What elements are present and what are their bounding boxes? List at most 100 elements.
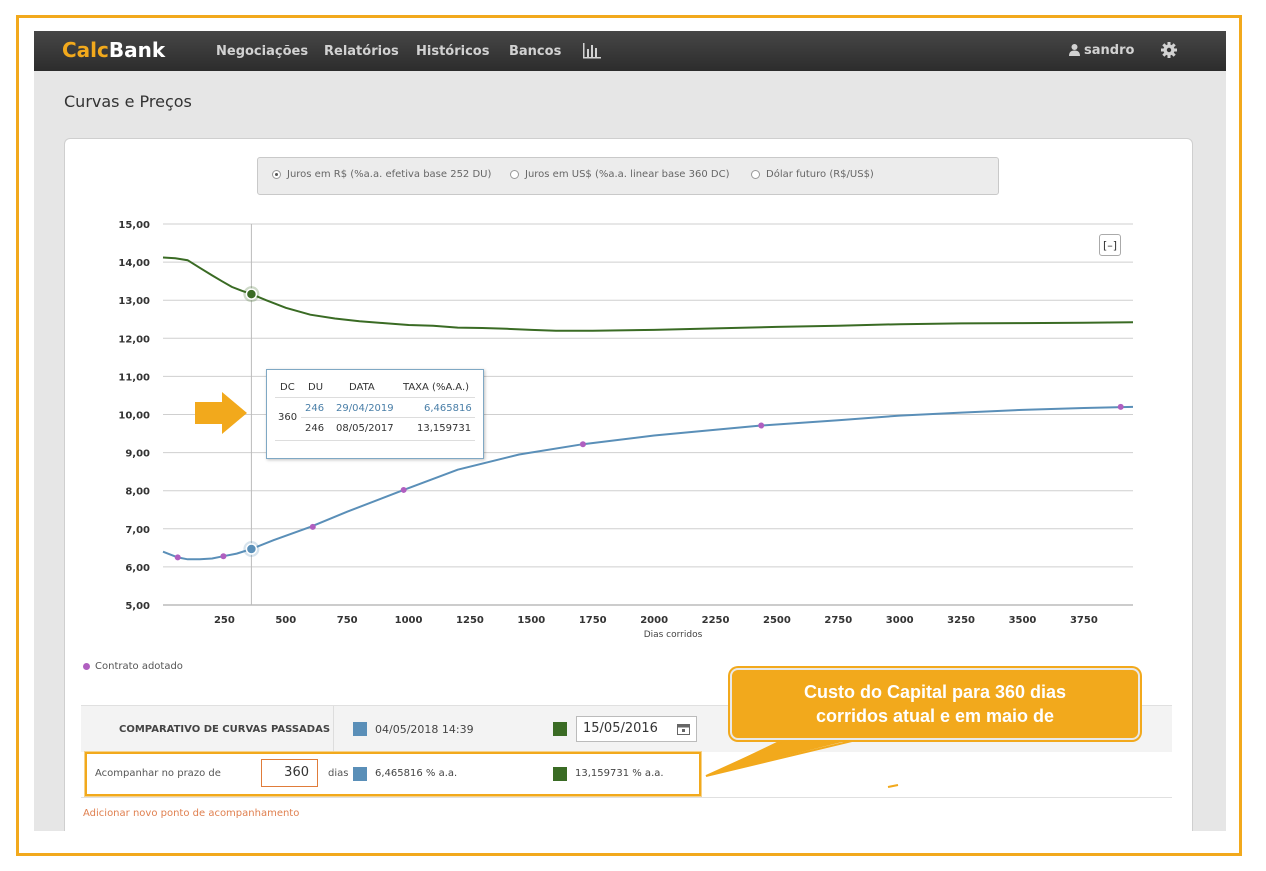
current-curve-swatch [353,767,367,781]
add-tracking-point-link[interactable]: Adicionar novo ponto de acompanhamento [83,808,300,819]
annotation-frame [16,15,1242,856]
x-tick-label: 3500 [1009,615,1037,626]
radio-dolar-futuro[interactable]: Dólar futuro (R$/US$) [751,169,874,180]
y-tick-label: 9,00 [125,449,150,460]
x-tick-label: 750 [337,615,358,626]
radio-selected-icon [272,170,281,179]
tracking-label: Acompanhar no prazo de [95,768,221,779]
yield-curve-chart[interactable]: 15,00 14,00 13,00 12,00 11,00 10,00 9,00 8,00 7,… [65,139,1192,659]
x-tick-label: 1000 [395,615,423,626]
collapse-chart-button[interactable]: [–] [1099,234,1121,256]
nav-relatorios[interactable]: Relatórios [324,44,399,59]
brand-calc: Calc [62,38,109,62]
tracking-highlight-box [85,752,701,796]
contract-point [579,441,586,448]
y-tick-label: 14,00 [118,258,150,269]
nav-bancos[interactable]: Bancos [509,44,562,59]
days-input[interactable]: 360 [261,759,318,787]
callout-line-1: Custo do Capital para 360 dias [803,682,1067,702]
x-tick-label: 1500 [517,615,545,626]
bar-chart-icon[interactable] [582,41,602,59]
contract-point [1117,403,1124,410]
tracking-row: Acompanhar no prazo de 360 dias 6,465816… [81,751,1172,798]
y-tick-label: 12,00 [118,334,150,345]
calendar-icon[interactable] [677,723,690,735]
callout-line-2: corridos atual e em maio de [815,706,1055,726]
x-tick-label: 1750 [579,615,607,626]
x-tick-label: 250 [214,615,235,626]
radio-juros-usd[interactable]: Juros em US$ (%a.a. linear base 360 DC) [510,169,730,180]
y-tick-label: 10,00 [118,411,150,422]
legend-dot-icon [83,663,90,670]
hover-marker [245,543,258,555]
radio-label: Dólar futuro (R$/US$) [766,169,874,180]
user-icon [1069,44,1080,56]
legend-label: Contrato adotado [95,661,183,672]
page-title: Curvas e Preços [64,92,192,111]
x-tick-label: 3000 [886,615,914,626]
x-tick-label: 2000 [640,615,668,626]
brand-bank: Bank [108,38,166,62]
tooltip-taxa: 6,465816 [424,403,472,414]
divider [333,706,334,752]
current-curve-date: 04/05/2018 14:39 [375,723,474,736]
past-date-input[interactable]: 15/05/2016 [576,716,697,742]
x-tick-label: 2500 [763,615,791,626]
y-tick-label: 8,00 [125,487,150,498]
x-tick-label: 3250 [947,615,975,626]
x-axis-label: Dias corridos [644,630,703,640]
contract-point [758,422,765,429]
annotation-callout: Custo do Capital para 360 dias corridos … [730,668,1140,740]
curves-panel: Juros em R$ (%a.a. efetiva base 252 DU) … [64,138,1193,831]
x-tick-label: 2750 [824,615,852,626]
y-tick-label: 5,00 [125,601,150,612]
tooltip-dc: 360 [278,412,298,423]
top-navbar: CalcBank Negociações Relatórios Históric… [34,31,1226,71]
contract-point [174,554,181,561]
contract-point [309,523,316,530]
tooltip-data: 08/05/2017 [336,423,394,434]
tooltip-header-dc: DC [280,382,295,393]
tooltip-du: 246 [305,403,325,414]
curve-type-selector: Juros em R$ (%a.a. efetiva base 252 DU) … [257,157,999,195]
series-line [162,405,1134,561]
nav-negociacoes[interactable]: Negociações [216,44,309,59]
past-curve-swatch [553,722,567,736]
x-tick-label: 3750 [1070,615,1098,626]
tooltip-data: 29/04/2019 [336,403,394,414]
y-tick-label: 15,00 [118,220,150,231]
series-line [162,256,1134,332]
tooltip-header-taxa: TAXA (%A.A.) [403,382,470,393]
chart-tooltip: DC DU DATA TAXA (%A.A.) 360 246 29/04/20… [266,369,484,459]
radio-juros-brl[interactable]: Juros em R$ (%a.a. efetiva base 252 DU) [272,169,491,180]
tooltip-taxa: 13,159731 [417,423,472,434]
current-rate: 6,465816 % a.a. [375,768,458,779]
current-curve-swatch [353,722,367,736]
x-tick-label: 2250 [702,615,730,626]
brand-logo[interactable]: CalcBank [62,38,165,62]
past-curve-swatch [553,767,567,781]
gear-icon[interactable] [1160,41,1178,59]
radio-unselected-icon [751,170,760,179]
nav-historicos[interactable]: Históricos [416,44,490,59]
x-tick-label: 500 [275,615,296,626]
y-tick-label: 6,00 [125,563,150,574]
radio-unselected-icon [510,170,519,179]
y-tick-label: 13,00 [118,296,150,307]
radio-label: Juros em US$ (%a.a. linear base 360 DC) [525,169,730,180]
radio-label: Juros em R$ (%a.a. efetiva base 252 DU) [287,169,492,180]
hover-marker [245,288,258,300]
y-tick-label: 7,00 [125,525,150,536]
y-tick-label: 11,00 [118,372,150,383]
contract-point [400,486,407,493]
contract-point [220,553,227,560]
tooltip-header-data: DATA [349,382,375,393]
comparison-title: COMPARATIVO DE CURVAS PASSADAS [119,724,331,735]
past-date-value: 15/05/2016 [583,721,658,736]
user-menu[interactable]: sandro [1068,43,1134,58]
past-rate: 13,159731 % a.a. [575,768,664,779]
days-unit-label: dias [328,768,349,779]
tooltip-du: 246 [305,423,325,434]
tooltip-header-du: DU [308,382,324,393]
user-name: sandro [1084,43,1135,58]
